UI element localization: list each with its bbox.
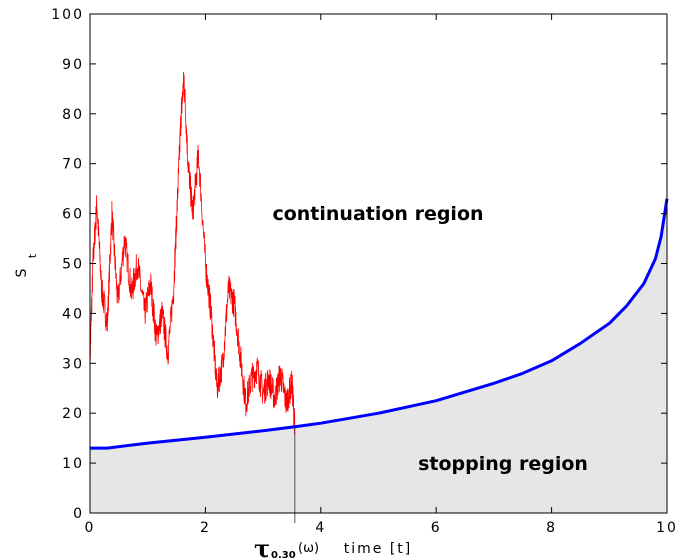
x-tick-label: 4 <box>315 520 326 536</box>
x-tick-label: 8 <box>546 520 557 536</box>
y-tick-label: 100 <box>51 7 84 23</box>
y-tick-label: 70 <box>62 157 84 173</box>
y-tick-label: 40 <box>62 306 84 322</box>
x-axis-label: time [t] <box>344 541 413 557</box>
stopping-region-label: stopping region <box>418 453 588 475</box>
stock-price-path <box>89 71 296 436</box>
tau-subscript: 0.30 <box>271 550 296 560</box>
y-tick-label: 30 <box>62 356 84 372</box>
y-tick-label: 60 <box>62 207 84 223</box>
y-tick-label: 90 <box>62 57 84 73</box>
y-tick-label: 20 <box>62 406 84 422</box>
y-tick-label: 80 <box>62 107 84 123</box>
y-tick-label: 10 <box>62 456 84 472</box>
x-tick-label: 6 <box>431 520 442 536</box>
y-tick-label: 0 <box>73 506 84 522</box>
x-tick-label: 10 <box>656 520 678 536</box>
y-axis-label-main: S <box>14 267 30 278</box>
y-tick-label: 50 <box>62 257 84 273</box>
continuation-region-label: continuation region <box>272 203 483 225</box>
tau-symbol: τ <box>254 534 270 560</box>
stopping-time-label: τ 0.30 (ω) <box>254 534 319 560</box>
x-tick-label: 2 <box>200 520 211 536</box>
x-tick-label: 0 <box>85 520 96 536</box>
y-axis-label-subscript: t <box>26 252 39 258</box>
y-axis-label: S t <box>14 252 39 278</box>
exercise-boundary-line <box>90 198 669 450</box>
tau-argument: (ω) <box>298 541 319 556</box>
